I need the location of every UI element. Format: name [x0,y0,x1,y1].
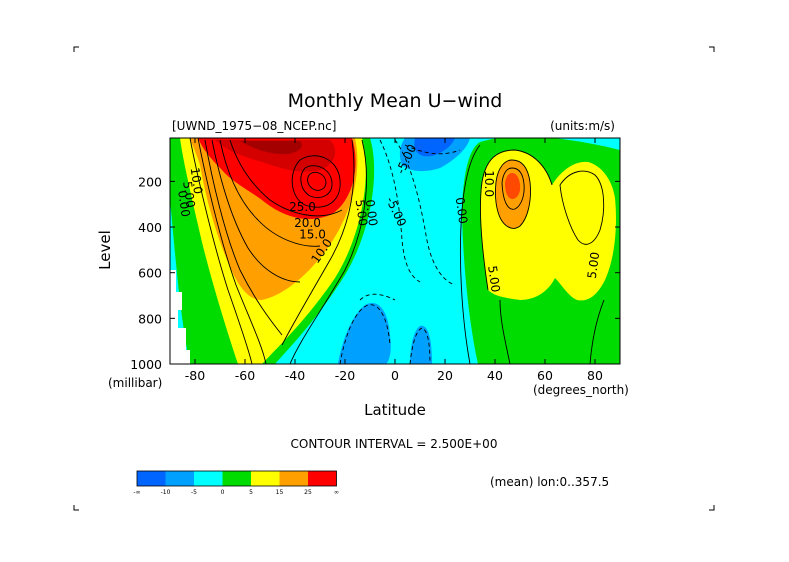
colorbar-label: -∞ [133,489,140,496]
contour-line-jet-2 [300,165,333,198]
colorbar-swatch [222,471,251,486]
colorbar-swatch [194,471,223,486]
colorbar: -∞ -10 -5 0 5 15 25 ∞ [133,470,339,496]
y-axis: 200 400 600 800 1000 [130,174,620,372]
contour-line-nh-4 [559,170,605,245]
crop-mark-top-right [709,46,715,52]
colorbar-label: 15 [276,489,284,496]
colorbar-label: ∞ [334,489,339,496]
mean-longitude-note: (mean) lon:0..357.5 [490,475,609,489]
colorbar-swatch [279,471,308,486]
topography-mask [170,270,190,364]
contour-label: 5.00 [353,199,371,227]
x-tick-label: 60 [537,368,553,383]
file-label: [UWND_1975−08_NCEP.nc] [172,119,336,133]
x-tick-label: 20 [437,368,453,383]
contour-line-jet-3 [307,171,327,191]
east-band-lower [338,303,391,364]
contour-label: 25.0 [289,200,316,214]
contour-label: 10.0 [188,167,206,195]
y-tick-label: 600 [138,266,162,281]
neg-contour-1 [379,139,421,283]
sh-jet-core-dark [215,140,336,172]
crop-marks [73,46,715,511]
colorbar-swatch [251,471,280,486]
x-tick-label: -60 [235,368,255,383]
x-tick-label: 40 [487,368,503,383]
contour-label: 5.00 [585,251,603,279]
neg-contour-3 [404,144,461,155]
contour-label: 10.0 [482,170,496,197]
contour-line-sh-7 [289,139,367,364]
contour-label: 0.00 [175,189,193,217]
colorbar-label: 5 [249,489,253,496]
contour-line-nh-6 [499,299,511,364]
colorbar-label: -5 [191,489,197,496]
colorbar-swatch [308,471,337,486]
y-tick-label: 1000 [130,357,162,372]
contour-line-nh-7 [589,299,605,364]
x-tick-label: -20 [335,368,355,383]
contour-line-nh-5 [460,144,481,364]
colorbar-label: 25 [304,489,312,496]
contour-line-sh-5 [219,139,321,247]
contour-line-jet-1 [291,155,341,208]
contour-line-sh-8 [281,139,355,346]
units-label: (units:m/s) [550,119,615,133]
contour-lines [189,138,605,364]
colorbar-swatch [165,471,194,486]
y-tick-label: 200 [138,174,162,189]
neg-contour-2 [394,139,456,286]
y-axis-title: Level [96,230,114,270]
colorbar-label: -10 [161,489,171,496]
y-tick-label: 800 [138,311,162,326]
contour-line-sh-2 [197,138,267,364]
y-tick-label: 400 [138,220,162,235]
contour-label: 0.00 [363,199,381,227]
contour-label: 15.0 [299,227,326,241]
crop-mark-top-left [73,46,79,52]
negative-contour-lines [339,139,461,364]
contour-label: 5.00 [485,265,503,293]
chart-title: Monthly Mean U−wind [288,90,503,112]
contour-line-sh-6 [229,139,343,217]
contour-line-nh-2 [494,159,531,229]
contour-line-sh-1 [189,138,253,364]
neg-contour-5 [409,327,431,364]
crop-mark-bottom-left [73,505,79,511]
contour-field [170,138,620,364]
contour-label: 0.00 [453,196,471,224]
contour-line-sh-3 [204,139,283,336]
x-tick-label: 80 [587,368,603,383]
x-axis: -80 -60 -40 -20 0 20 40 60 80 [185,138,603,383]
colorbar-swatch [137,471,166,486]
east-band-lower-2 [410,325,432,364]
contour-interval-note: CONTOUR INTERVAL = 2.500E+00 [291,437,498,451]
contour-label: 20.0 [294,216,321,230]
contour-line-sh-4 [211,139,301,283]
crop-mark-bottom-right [709,505,715,511]
x-axis-title: Latitude [364,401,426,419]
contour-label-layer: 10.05.000.00 25.020.015.010.05.000.00 -5.0… [175,142,602,293]
x-tick-label: -80 [185,368,205,383]
nh-band-15 [505,173,521,199]
sh-jet-core-max [240,141,302,155]
contour-label: 5.00 [180,180,198,208]
neg-contour-6 [359,293,396,301]
x-tick-label: -40 [285,368,305,383]
colorbar-frame [136,470,337,487]
colorbar-label: 0 [221,489,225,496]
x-tick-label: 0 [391,368,399,383]
neg-contour-4 [339,304,391,364]
y-axis-unit: (millibar) [108,376,162,390]
x-axis-unit: (degrees_north) [533,383,629,397]
contour-line-nh-1 [479,149,553,291]
contour-line-nh-3 [501,167,525,210]
